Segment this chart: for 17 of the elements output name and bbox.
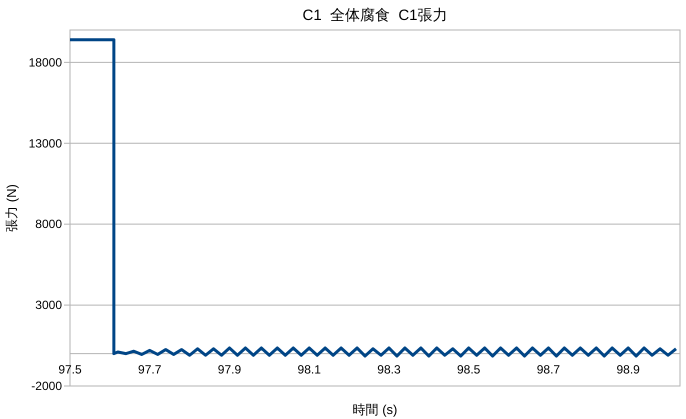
y-axis-title: 張力 (N) bbox=[4, 184, 19, 232]
x-tick-label: 97.7 bbox=[138, 362, 162, 377]
y-tick-label: -2000 bbox=[31, 379, 62, 393]
chart-title: C1 全体腐食 C1張力 bbox=[302, 7, 448, 24]
x-tick-label: 97.9 bbox=[218, 362, 242, 377]
x-tick-label: 98.3 bbox=[377, 362, 401, 377]
x-tick-label: 98.9 bbox=[616, 362, 640, 377]
x-tick-label: 98.7 bbox=[536, 362, 560, 377]
y-tick-label: 13000 bbox=[28, 136, 62, 150]
line-series bbox=[68, 38, 678, 358]
y-tick-label: 3000 bbox=[35, 298, 62, 312]
x-tick-label: 98.5 bbox=[457, 362, 481, 377]
x-tick-label: 98.1 bbox=[298, 362, 322, 377]
y-tick-label: 8000 bbox=[35, 217, 62, 232]
y-tick-label: 18000 bbox=[28, 55, 62, 70]
x-tick-label: 97.5 bbox=[58, 362, 82, 377]
x-axis-title: 時間 (s) bbox=[352, 402, 398, 417]
